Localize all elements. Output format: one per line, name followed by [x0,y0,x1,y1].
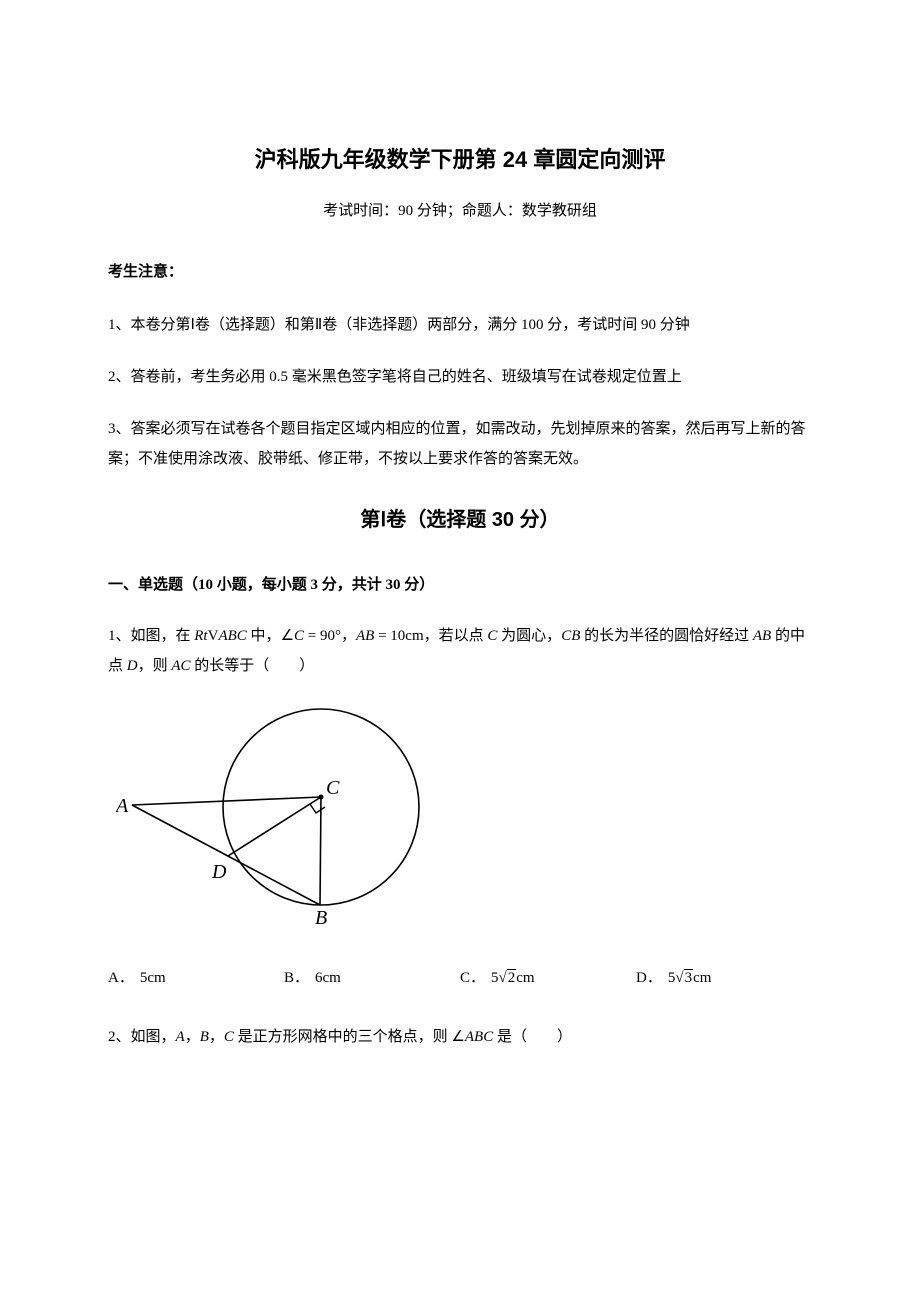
q1-label-b: B [315,907,327,927]
q1-d: D [127,658,138,674]
q1-opt-d-label: D． [636,970,662,986]
q1-anglec: ∠C = 90° [281,628,341,644]
notice-heading: 考生注意： [108,259,812,286]
q1-line-cd [228,797,321,856]
q1-option-b: B． 6cm [284,965,460,992]
exam-meta: 考试时间：90 分钟；命题人：数学教研组 [108,198,812,225]
page-title: 沪科版九年级数学下册第 24 章圆定向测评 [108,140,812,180]
notice-item-2: 2、答卷前，考生务必用 0.5 毫米黑色签字笔将自己的姓名、班级填写在试卷规定位… [108,362,812,392]
q2-c: C [224,1029,234,1045]
q1-abeq: AB = 10cm [356,628,424,644]
q1-option-d: D． 53cm [636,965,812,992]
q1-v: V [208,628,219,644]
q1-ab2: AB [753,628,771,644]
q1-option-a: A． 5cm [108,965,284,992]
q1-prefix: 1、如图，在 [108,628,194,644]
q1-mid2: ，若以点 [424,628,488,644]
q1-tail: 的长等于（ ） [191,658,315,674]
q2-sep1: ， [185,1029,200,1045]
q1-label-c: C [326,777,340,799]
q2-abc: ABC [465,1029,493,1045]
question-1: 1、如图，在 RtVABC 中，∠C = 90°，AB = 10cm，若以点 C… [108,621,812,992]
q2-a: A [176,1029,185,1045]
q1-point-c [319,794,324,799]
q1-opt-b-val: 6cm [315,970,341,986]
q1-label-a: A [116,795,129,817]
q2-tail: 是（ ） [493,1029,572,1045]
q1-opt-c-prefix: 5 [491,970,499,986]
q1-mid6: ，则 [138,658,172,674]
section-heading: 第Ⅰ卷（选择题 30 分） [108,502,812,538]
q1-comma1: ， [341,628,356,644]
q1-opt-c-label: C． [460,970,485,986]
q1-figure: A B C D [116,697,812,937]
q1-opt-c-rad: 2 [507,969,517,986]
q1-opt-d-prefix: 5 [668,970,676,986]
q1-opt-a-label: A． [108,970,134,986]
q1-opt-c-suffix: cm [516,970,534,986]
q1-opt-d-sqrt: 3 [675,965,693,992]
q2-mid: 是正方形网格中的三个格点，则 [234,1029,452,1045]
q1-abc: ABC [218,628,246,644]
q1-mid3: 为圆心， [497,628,561,644]
q1-opt-d-suffix: cm [693,970,711,986]
q1-mid1: 中， [247,628,281,644]
q2-angle: ∠ [451,1029,464,1045]
q1-mid4: 的长为半径的圆恰好经过 [580,628,753,644]
q1-opt-a-val: 5cm [140,970,166,986]
q2-sep2: ， [209,1029,224,1045]
q1-right-angle [310,804,325,813]
notice-item-3: 3、答案必须写在试卷各个题目指定区域内相应的位置，如需改动，先划掉原来的答案，然… [108,414,812,474]
q1-cb: CB [561,628,580,644]
q1-line-ac [132,797,321,805]
q1-label-d: D [211,861,227,883]
q1-line-cb [320,797,321,905]
question-1-text: 1、如图，在 RtVABC 中，∠C = 90°，AB = 10cm，若以点 C… [108,621,812,681]
subsection-heading: 一、单选题（10 小题，每小题 3 分，共计 30 分） [108,572,812,599]
q1-opt-b-label: B． [284,970,309,986]
q1-option-c: C． 52cm [460,965,636,992]
q1-line-ab [132,805,320,905]
q2-prefix: 2、如图， [108,1029,176,1045]
q1-rt: Rt [194,628,207,644]
question-2: 2、如图，A，B，C 是正方形网格中的三个格点，则 ∠ABC 是（ ） [108,1022,812,1052]
q1-c: C [487,628,497,644]
question-2-text: 2、如图，A，B，C 是正方形网格中的三个格点，则 ∠ABC 是（ ） [108,1022,812,1052]
q1-options: A．5cm B．6cm C．52cm D．53cm [108,965,812,992]
q1-ac: AC [171,658,190,674]
q1-figure-svg: A B C D [116,697,436,927]
q2-b: B [200,1029,209,1045]
q1-opt-c-sqrt: 2 [499,965,517,992]
notice-item-1: 1、本卷分第Ⅰ卷（选择题）和第Ⅱ卷（非选择题）两部分，满分 100 分，考试时间… [108,310,812,340]
q1-opt-d-rad: 3 [684,969,694,986]
